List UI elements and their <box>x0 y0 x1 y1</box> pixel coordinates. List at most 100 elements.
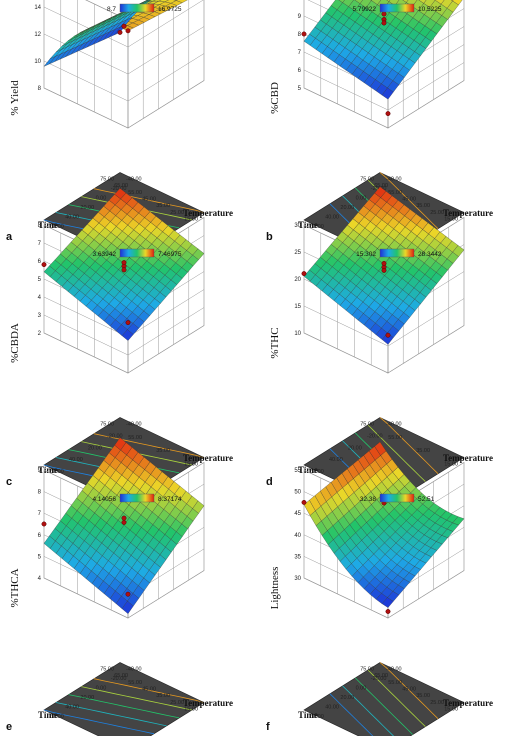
z-tick-label: 6 <box>38 259 42 265</box>
surface-patch <box>388 0 400 6</box>
x-tick-label: 25.00 <box>430 210 444 216</box>
surface-plot: 45678915.0025.0035.0045.0055.0065.0075.0… <box>6 437 233 736</box>
z-tick-label: 40 <box>294 533 301 539</box>
y-tick-label: 60.00 <box>310 469 324 475</box>
z-axis-title: % Yield <box>9 80 21 116</box>
floor-contour-line <box>367 669 426 727</box>
z-axis-title: %THCA <box>9 568 21 607</box>
design-point <box>121 515 127 521</box>
z-tick-label: 10 <box>34 59 41 65</box>
z-tick-label: 8 <box>38 490 42 496</box>
response-surface <box>43 188 205 341</box>
z-tick-label: 45 <box>294 511 301 517</box>
x-tick-label: 75.00 <box>360 177 374 183</box>
panel-letter: d <box>266 476 273 488</box>
y-tick-label: -20.00 <box>367 433 383 439</box>
y-tick-label: 40.00 <box>329 457 343 463</box>
x-tick-label: 75.00 <box>360 667 374 673</box>
z-tick-label: 3 <box>38 313 42 319</box>
design-point <box>381 267 387 273</box>
y-tick-label: 40.00 <box>325 215 339 221</box>
design-point <box>117 29 123 35</box>
colorbar-min-label: 4.14056 <box>93 496 117 503</box>
z-gridline <box>43 570 205 619</box>
y-axis-title: Temperature <box>443 208 493 218</box>
z-tick-label: 15 <box>294 304 301 310</box>
z-tick-label: 4 <box>38 295 42 301</box>
design-point <box>385 609 391 614</box>
design-point <box>121 23 127 29</box>
z-gridline <box>43 53 205 102</box>
surface-patch <box>114 188 127 200</box>
panel-b: 56789101115.0025.0035.0045.0055.0065.007… <box>260 0 520 261</box>
x-axis-title: Time <box>38 465 58 475</box>
y-tick-label: 20.00 <box>88 445 102 451</box>
y-tick-label: 0.00 <box>96 196 107 202</box>
z-gridline <box>43 80 205 129</box>
x-tick-label: 55.00 <box>128 190 142 196</box>
y-tick-label: -20.00 <box>111 676 127 682</box>
response-surface <box>303 186 465 345</box>
panel-letter: c <box>6 476 12 488</box>
x-tick-label: 65.00 <box>114 673 128 679</box>
y-tick-label: 60.00 <box>50 714 64 720</box>
x-axis-title: Time <box>298 220 318 230</box>
colorbar-max-label: 28.3442 <box>418 251 442 258</box>
x-tick-label: 15.00 <box>184 707 198 713</box>
surface-plot: 30354045505515.0025.0035.0045.0055.0065.… <box>266 441 493 736</box>
x-tick-label: 75.00 <box>360 422 374 428</box>
z-tick-label: 55 <box>294 468 301 474</box>
panel-letter: f <box>266 721 270 733</box>
x-tick-label: 15.00 <box>444 462 458 468</box>
y-tick-label: 0.00 <box>96 686 107 692</box>
surface-patch <box>164 0 177 4</box>
z-tick-label: 25 <box>294 250 301 256</box>
y-tick-label: 60.00 <box>310 224 324 230</box>
colorbar-max-label: 10.5225 <box>418 6 442 13</box>
z-gridline <box>43 307 205 356</box>
z-tick-label: 9 <box>298 14 302 20</box>
surface-patch <box>434 0 445 5</box>
x-tick-label: 35.00 <box>416 693 430 699</box>
colorbar <box>379 493 415 503</box>
colorbar-min-label: 8.7 <box>107 6 116 13</box>
colorbar-max-label: 52.51 <box>418 496 435 503</box>
z-tick-label: 7 <box>298 50 302 56</box>
surface-patch <box>173 0 178 1</box>
z-tick-label: 4 <box>38 576 42 582</box>
y-tick-label: -20.00 <box>371 676 387 682</box>
y-axis-title: Temperature <box>183 208 233 218</box>
surface-patch <box>374 441 387 456</box>
surface-patch <box>175 0 188 3</box>
y-tick-label: 20.00 <box>340 205 354 211</box>
colorbar <box>119 3 155 13</box>
y-tick-label: 40.00 <box>325 705 339 711</box>
design-point <box>301 31 307 37</box>
x-tick-label: 65.00 <box>114 183 128 189</box>
colorbar-min-label: 32.38 <box>360 496 377 503</box>
floor-contour-line <box>367 424 426 482</box>
z-tick-label: 6 <box>298 68 302 74</box>
surface-patch <box>370 0 372 1</box>
panel-letter: e <box>6 721 12 733</box>
design-point <box>385 111 391 117</box>
z-tick-label: 7 <box>38 511 42 517</box>
floor-contour-line <box>379 172 439 229</box>
floor-contour-line <box>329 693 374 736</box>
y-tick-label: -40.00 <box>386 422 402 428</box>
design-point <box>41 521 47 527</box>
y-tick-label: 40.00 <box>65 705 79 711</box>
x-tick-label: 15.00 <box>444 217 458 223</box>
floor-contour-line <box>55 702 167 727</box>
x-tick-label: 65.00 <box>374 673 388 679</box>
colorbar <box>379 248 415 258</box>
z-tick-label: 50 <box>294 490 301 496</box>
response-surface <box>303 0 463 100</box>
z-tick-label: 12 <box>34 32 41 38</box>
y-tick-label: -20.00 <box>111 186 127 192</box>
x-axis-title: Time <box>298 710 318 720</box>
x-tick-label: 75.00 <box>100 422 114 428</box>
floor-contour-line <box>93 678 205 703</box>
y-axis-title: Temperature <box>183 453 233 463</box>
